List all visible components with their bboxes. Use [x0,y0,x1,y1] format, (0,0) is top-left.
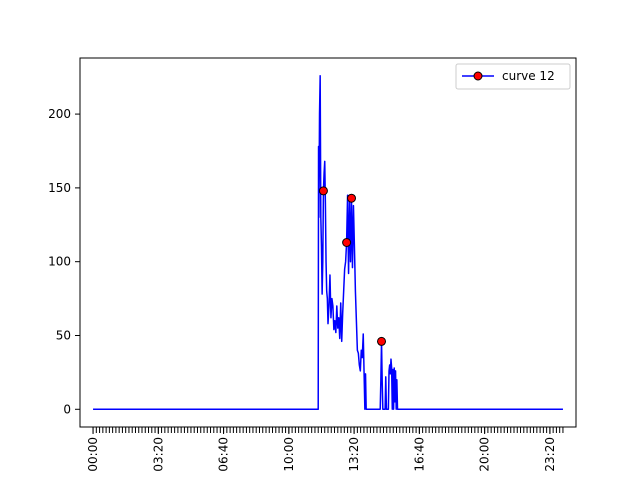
x-tick-label: 20:00 [478,437,492,472]
y-tick-label: 50 [56,328,71,342]
data-point-marker [318,186,328,196]
y-tick-label: 200 [48,107,71,121]
legend: curve 12 [455,63,571,90]
x-tick-label: 23:20 [543,437,557,472]
x-tick-label: 13:20 [347,437,361,472]
data-point-marker [342,238,352,247]
legend-marker-sample [473,71,483,81]
x-tick-label: 03:20 [151,437,165,472]
series-line [93,74,563,411]
y-tick-label: 0 [63,402,71,416]
legend-label: curve 12 [502,69,555,83]
series-layer [93,74,563,411]
data-point-marker [377,336,387,346]
plot-frame [79,57,577,428]
x-tick-label: 00:00 [86,437,100,472]
x-axis: 00:00 03:20 06:40 10:00 13:20 16:40 20:00 23:20 [86,427,557,472]
y-tick-label: 150 [48,181,71,195]
x-tick-label: 06:40 [217,437,231,472]
data-point-marker [346,193,356,203]
markers-layer [318,186,387,346]
y-axis: 0 50 100 150 200 [48,107,80,416]
x-tick-label: 16:40 [412,437,426,472]
x-tick-label: 10:00 [282,437,296,472]
y-tick-label: 100 [48,255,71,269]
legend-box [455,63,571,90]
